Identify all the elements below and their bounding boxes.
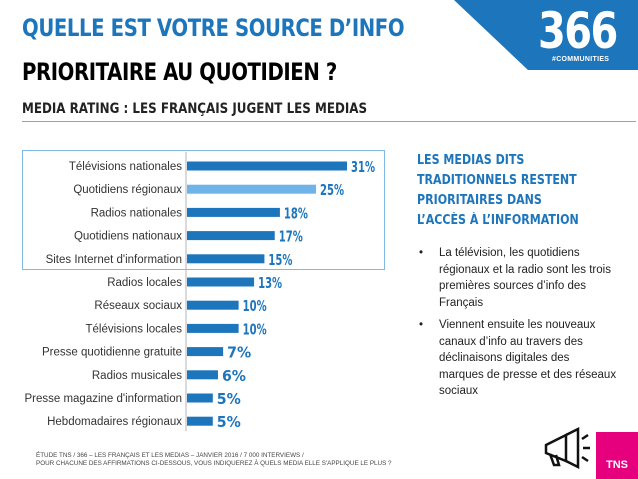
value-label: 7% (227, 344, 251, 362)
logo-number: 366 (538, 2, 618, 60)
media-bar-chart: Télévisions nationales 31% Quotidiens régi… (24, 152, 375, 432)
megaphone-icon (544, 426, 590, 470)
bar (187, 184, 317, 194)
bar (187, 300, 239, 310)
bar (187, 231, 275, 241)
bar (187, 393, 213, 403)
logo-tagline: #COMMUNITIES (552, 56, 610, 63)
page-title-line1: QUELLE EST VOTRE SOURCE D’INFO (22, 14, 405, 42)
side-heading: LES MEDIAS DITS TRADITIONNELS RESTENT PR… (417, 151, 617, 231)
value-label: 18% (284, 204, 308, 222)
bullet-item: Viennent ensuite les nouveaux canaux d’i… (417, 317, 617, 400)
category-label: Radios musicales (92, 370, 182, 382)
side-heading-line: LES MEDIAS DITS (417, 153, 525, 168)
value-label: 6% (222, 367, 246, 385)
category-label: Télévisions locales (85, 323, 182, 335)
page-subtitle: MEDIA RATING : LES FRANÇAIS JUGENT LES M… (22, 101, 368, 117)
category-label: Radios locales (107, 277, 182, 289)
bullet-list: La télévision, les quotidiens régionaux … (417, 245, 617, 406)
category-label: Réseaux sociaux (94, 300, 182, 312)
page-title-line2: PRIORITAIRE AU QUOTIDIEN ? (22, 58, 337, 86)
source-footnote: ÉTUDE TNS / 366 – LES FRANÇAIS ET LES ME… (36, 452, 392, 468)
footnote-line: ÉTUDE TNS / 366 – LES FRANÇAIS ET LES ME… (36, 452, 304, 459)
top-sources-highlight-box (22, 150, 385, 270)
bar (187, 277, 255, 287)
value-label: 5% (217, 390, 241, 408)
value-label: 13% (258, 274, 282, 292)
value-label: 5% (217, 413, 241, 431)
value-label: 15% (268, 251, 292, 269)
category-label: Sites Internet d'information (46, 254, 182, 266)
value-label: 25% (320, 181, 344, 199)
bar (187, 347, 224, 357)
value-label: 31% (351, 158, 375, 176)
logo-triangle (454, 0, 528, 70)
category-label: Télévisions nationales (69, 161, 182, 173)
header-divider (22, 121, 636, 122)
category-label: Presse quotidienne gratuite (42, 347, 182, 359)
side-heading-line: TRADITIONNELS RESTENT (417, 173, 577, 188)
category-label: Quotidiens nationaux (74, 231, 182, 243)
footnote-line: POUR CHACUNE DES AFFIRMATIONS CI-DESSOUS… (36, 460, 392, 467)
bar (187, 416, 213, 426)
value-label: 10% (243, 320, 267, 338)
category-label: Radios nationales (91, 207, 183, 219)
bar (187, 323, 239, 333)
bar (187, 254, 265, 264)
bullet-item: La télévision, les quotidiens régionaux … (417, 245, 617, 311)
bar (187, 207, 280, 217)
side-heading-line: L’ACCÈS À L’INFORMATION (417, 213, 579, 228)
side-heading-line: PRIORITAIRES DANS (417, 193, 542, 208)
category-label: Hebdomadaires régionaux (47, 416, 182, 428)
bar (187, 161, 347, 171)
logo-366 (528, 0, 638, 70)
value-label: 17% (279, 228, 303, 246)
category-label: Quotidiens régionaux (73, 184, 182, 196)
tns-logo: TNS (596, 432, 638, 479)
category-label: Presse magazine d'information (24, 393, 182, 405)
value-label: 10% (243, 297, 267, 315)
bar (187, 370, 218, 380)
